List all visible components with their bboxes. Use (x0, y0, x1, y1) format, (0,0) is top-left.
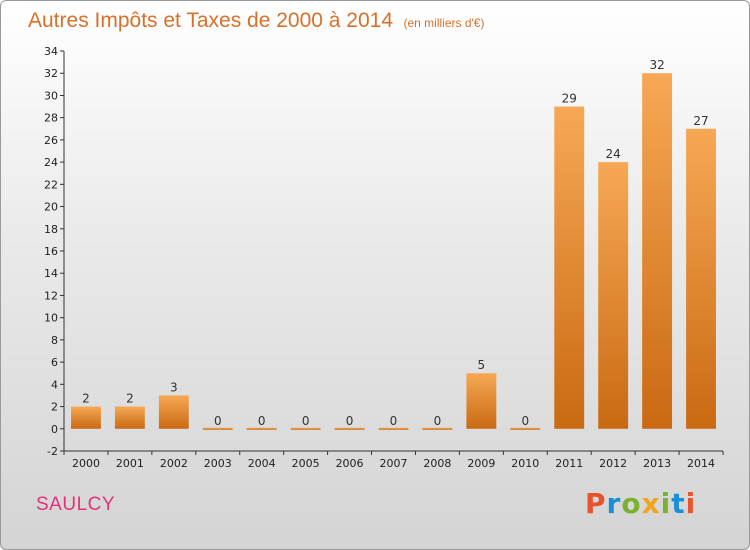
y-tick-label: 14 (44, 267, 58, 280)
bar-2002 (158, 395, 189, 429)
y-tick-label: 24 (44, 156, 58, 169)
bar-2007 (378, 427, 409, 430)
logo-letter: i (660, 487, 672, 520)
data-label-2009: 5 (478, 358, 486, 372)
data-label-2004: 0 (258, 414, 266, 428)
y-tick-label: 20 (44, 201, 58, 214)
data-label-2003: 0 (214, 414, 222, 428)
x-tick-label: 2012 (599, 457, 627, 470)
data-label-2001: 2 (126, 392, 134, 406)
x-tick-label: 2004 (248, 457, 276, 470)
bar-2011 (554, 106, 585, 429)
bar-2014 (686, 128, 716, 429)
x-tick-label: 2014 (687, 457, 715, 470)
y-tick-label: 8 (51, 334, 58, 347)
x-tick-label: 2009 (467, 457, 495, 470)
logo-letter: x (641, 487, 661, 520)
bar-2008 (422, 427, 453, 430)
x-tick-label: 2010 (511, 457, 539, 470)
data-label-2005: 0 (302, 414, 310, 428)
bar-2004 (246, 427, 277, 430)
data-label-2006: 0 (346, 414, 354, 428)
proxiti-logo: Proxiti (585, 487, 696, 520)
x-tick-label: 2006 (336, 457, 364, 470)
y-tick-label: 12 (44, 289, 58, 302)
y-tick-label: 28 (44, 112, 58, 125)
y-tick-label: 6 (51, 356, 58, 369)
y-tick-label: 10 (44, 312, 58, 325)
bars (71, 73, 716, 430)
x-tick-label: 2008 (423, 457, 451, 470)
x-axis: 2000 2001 2002 2003 2004 2005 2006 2007 2008 2009… (63, 450, 724, 470)
chart-header: Autres Impôts et Taxes de 2000 à 2014 (e… (28, 9, 484, 33)
data-label-2013: 32 (649, 58, 664, 72)
x-tick-label: 2001 (116, 457, 144, 470)
x-tick-label: 2007 (380, 457, 408, 470)
x-tick-label: 2011 (555, 457, 583, 470)
bar-2009 (466, 373, 497, 429)
bar-2005 (290, 427, 321, 430)
y-tick-label: 4 (51, 378, 58, 391)
data-label-2014: 27 (693, 114, 708, 128)
logo-letter: t (671, 487, 686, 520)
data-label-2007: 0 (390, 414, 398, 428)
y-tick-label: 16 (44, 245, 58, 258)
y-tick-label: 18 (44, 223, 58, 236)
chart-title: Autres Impôts et Taxes de 2000 à 2014 (28, 9, 394, 32)
logo-letter: P (585, 487, 607, 520)
y-tick-label: 26 (44, 134, 58, 147)
y-tick-label: 32 (44, 67, 58, 80)
commune-name: SAULCY (36, 494, 116, 515)
data-labels: 2 2 3 0 0 0 0 0 0 5 0 29 24 32 27 (82, 58, 709, 428)
data-label-2012: 24 (606, 147, 621, 161)
x-tick-label: 2003 (204, 457, 232, 470)
data-label-2000: 2 (82, 392, 90, 406)
bar-2013 (642, 73, 673, 429)
bar-2003 (202, 427, 233, 430)
x-tick-label: 2002 (160, 457, 188, 470)
x-tick-label: 2005 (292, 457, 320, 470)
logo-letter: o (621, 487, 642, 520)
logo-letter: r (606, 487, 622, 520)
chart-subtitle: (en milliers d'€) (403, 16, 485, 30)
x-tick-label: 2000 (72, 457, 100, 470)
y-tick-label: 34 (44, 45, 58, 58)
y-tick-label: 0 (51, 423, 58, 436)
bar-2006 (334, 427, 365, 430)
y-tick-label: -2 (47, 445, 58, 458)
bar-2010 (510, 427, 541, 430)
y-tick-label: 2 (51, 401, 58, 414)
y-tick-label: 30 (44, 89, 58, 102)
data-label-2002: 3 (170, 380, 178, 394)
data-label-2010: 0 (521, 414, 529, 428)
bar-2000 (71, 406, 101, 429)
data-label-2011: 29 (562, 92, 577, 106)
bar-2012 (598, 162, 629, 429)
y-tick-label: 22 (44, 178, 58, 191)
bar-2001 (114, 406, 145, 429)
logo-letter: i (685, 487, 697, 520)
x-tick-label: 2013 (643, 457, 671, 470)
data-label-2008: 0 (434, 414, 442, 428)
